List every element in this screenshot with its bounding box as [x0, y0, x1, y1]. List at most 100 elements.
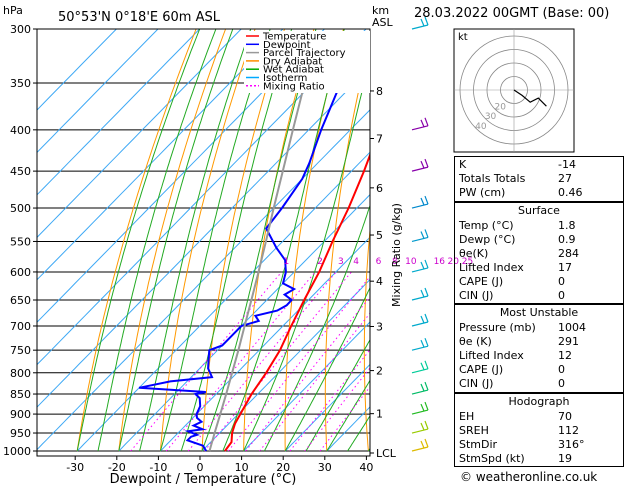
index-row: PW (cm) 0.46 [459, 186, 583, 199]
plot-frame [36, 28, 371, 457]
legend-label: Dry Adiabat [263, 56, 322, 67]
copyright-label: © weatheronline.co.uk [460, 470, 598, 484]
isotherm-line [37, 29, 367, 366]
wet-adiabat-line [326, 379, 370, 452]
isotherm-line [160, 236, 370, 452]
wind-barbs [411, 16, 429, 452]
isotherm-line [118, 193, 370, 452]
wind-barb-flag [420, 160, 425, 169]
km-tick-label: 1 [376, 408, 383, 421]
x-tick-label: 20 [276, 461, 290, 474]
wind-barb-flag [420, 231, 425, 239]
wind-barb [411, 446, 429, 452]
x-tick-label: -20 [108, 461, 126, 474]
wind-barb [411, 368, 429, 374]
mixing-ratio-label: 3 [338, 257, 344, 267]
wind-barb [411, 295, 429, 301]
mixing-ratio-label: 2 [317, 257, 323, 267]
mixing-ratio-label: 20 [448, 257, 460, 267]
dry-adiabat-line [76, 29, 197, 452]
wind-barb-flag [420, 315, 425, 324]
isotherm-line [243, 321, 370, 452]
surface-box [454, 202, 624, 304]
index-row: Totals Totals 27 [459, 172, 572, 185]
wind-barb-flag [424, 438, 429, 448]
x-axis-label: Dewpoint / Temperature (°C) [110, 472, 297, 486]
hodograph-ring-label: 20 [495, 102, 507, 112]
mixing-ratio-line [165, 271, 316, 452]
unstable-row: Pressure (mb) 1004 [459, 321, 586, 334]
km-unit-label: km [372, 4, 389, 17]
mixing-ratio-line [187, 271, 337, 452]
wind-barb-flag [424, 158, 429, 168]
pressure-tick-label: 500 [10, 202, 31, 215]
unstable-row: CIN (J) 0 [459, 377, 565, 390]
wind-barb-flag [420, 197, 425, 206]
wind-barb-flag [420, 261, 425, 270]
dry-adiabat-line [201, 29, 286, 452]
dry-adiabat-line [402, 5, 437, 451]
wind-barb-flag [420, 440, 425, 449]
pressure-tick-label: 750 [10, 344, 31, 357]
indices-box [454, 156, 624, 202]
surface-row: Lifted Index 17 [459, 261, 572, 274]
surface-row: θe(K) 284 [459, 247, 579, 260]
mixing-ratio-line [245, 296, 370, 452]
km-tick-label: LCL [376, 447, 397, 460]
isotherm-line [37, 29, 118, 111]
dry-adiabat-line [284, 29, 345, 451]
wind-barb-flag [424, 259, 429, 269]
dry-adiabat-line [324, 38, 370, 452]
km-tick-label: 4 [376, 275, 383, 288]
pressure-tick-label: 650 [10, 294, 31, 307]
km-tick-label: 5 [376, 229, 383, 242]
wind-barb-flag [420, 119, 425, 128]
wind-barb [411, 24, 429, 30]
wind-barb [411, 409, 429, 415]
hodograph-table-box [454, 393, 624, 467]
pressure-tick-label: 900 [10, 408, 31, 421]
mixing-ratio-line [304, 367, 370, 452]
wind-barb-flag [420, 422, 425, 431]
wind-barb-flag [420, 18, 425, 27]
wind-barb-flag [424, 313, 429, 323]
chart-title: 50°53'N 0°18'E 60m ASL [58, 10, 221, 25]
hodo-row: EH 70 [459, 410, 572, 423]
surface-title: Surface [518, 204, 560, 217]
pressure-tick-label: 400 [10, 124, 31, 137]
mixing-ratio-line [259, 312, 370, 452]
pressure-tick-label: 450 [10, 165, 31, 178]
unstable-row: CAPE (J) 0 [459, 363, 565, 376]
hodo-row: StmSpd (kt) 19 [459, 452, 572, 465]
isotherm-line [284, 363, 370, 452]
unstable-row: Lifted Index 12 [459, 349, 572, 362]
wind-barb [411, 321, 429, 327]
hodo-row: StmDir 316° [459, 438, 585, 451]
legend-label: Parcel Trajectory [263, 48, 346, 59]
wet-adiabat-line [159, 29, 271, 452]
hodograph-table-title: Hodograph [508, 395, 570, 408]
background-lines [37, 5, 437, 452]
wet-adiabat-line [263, 204, 370, 452]
pressure-tick-label: 550 [10, 235, 31, 248]
hodograph-kt-label: kt [458, 32, 468, 43]
series-lines [138, 46, 370, 452]
wet-adiabat-line [139, 29, 252, 452]
surface-row: CAPE (J) 0 [459, 275, 565, 288]
wind-barb-flag [424, 401, 429, 411]
x-tick-label: 0 [197, 461, 204, 474]
km-tick-label: 6 [376, 182, 383, 195]
wind-barb-flag [424, 420, 429, 430]
wind-barb-flag [424, 287, 429, 297]
isotherm-line [201, 278, 370, 452]
pressure-tick-label: 950 [10, 427, 31, 440]
km-tick-label: 8 [376, 85, 383, 98]
legend-label: Temperature [262, 32, 326, 43]
pressure-tick-label: 300 [10, 23, 31, 36]
wind-barb [411, 236, 429, 243]
wet-adiabat-line [118, 29, 234, 452]
isotherm-line [37, 29, 159, 154]
wind-barb-flag [424, 16, 429, 26]
wet-adiabat-line [180, 29, 293, 452]
